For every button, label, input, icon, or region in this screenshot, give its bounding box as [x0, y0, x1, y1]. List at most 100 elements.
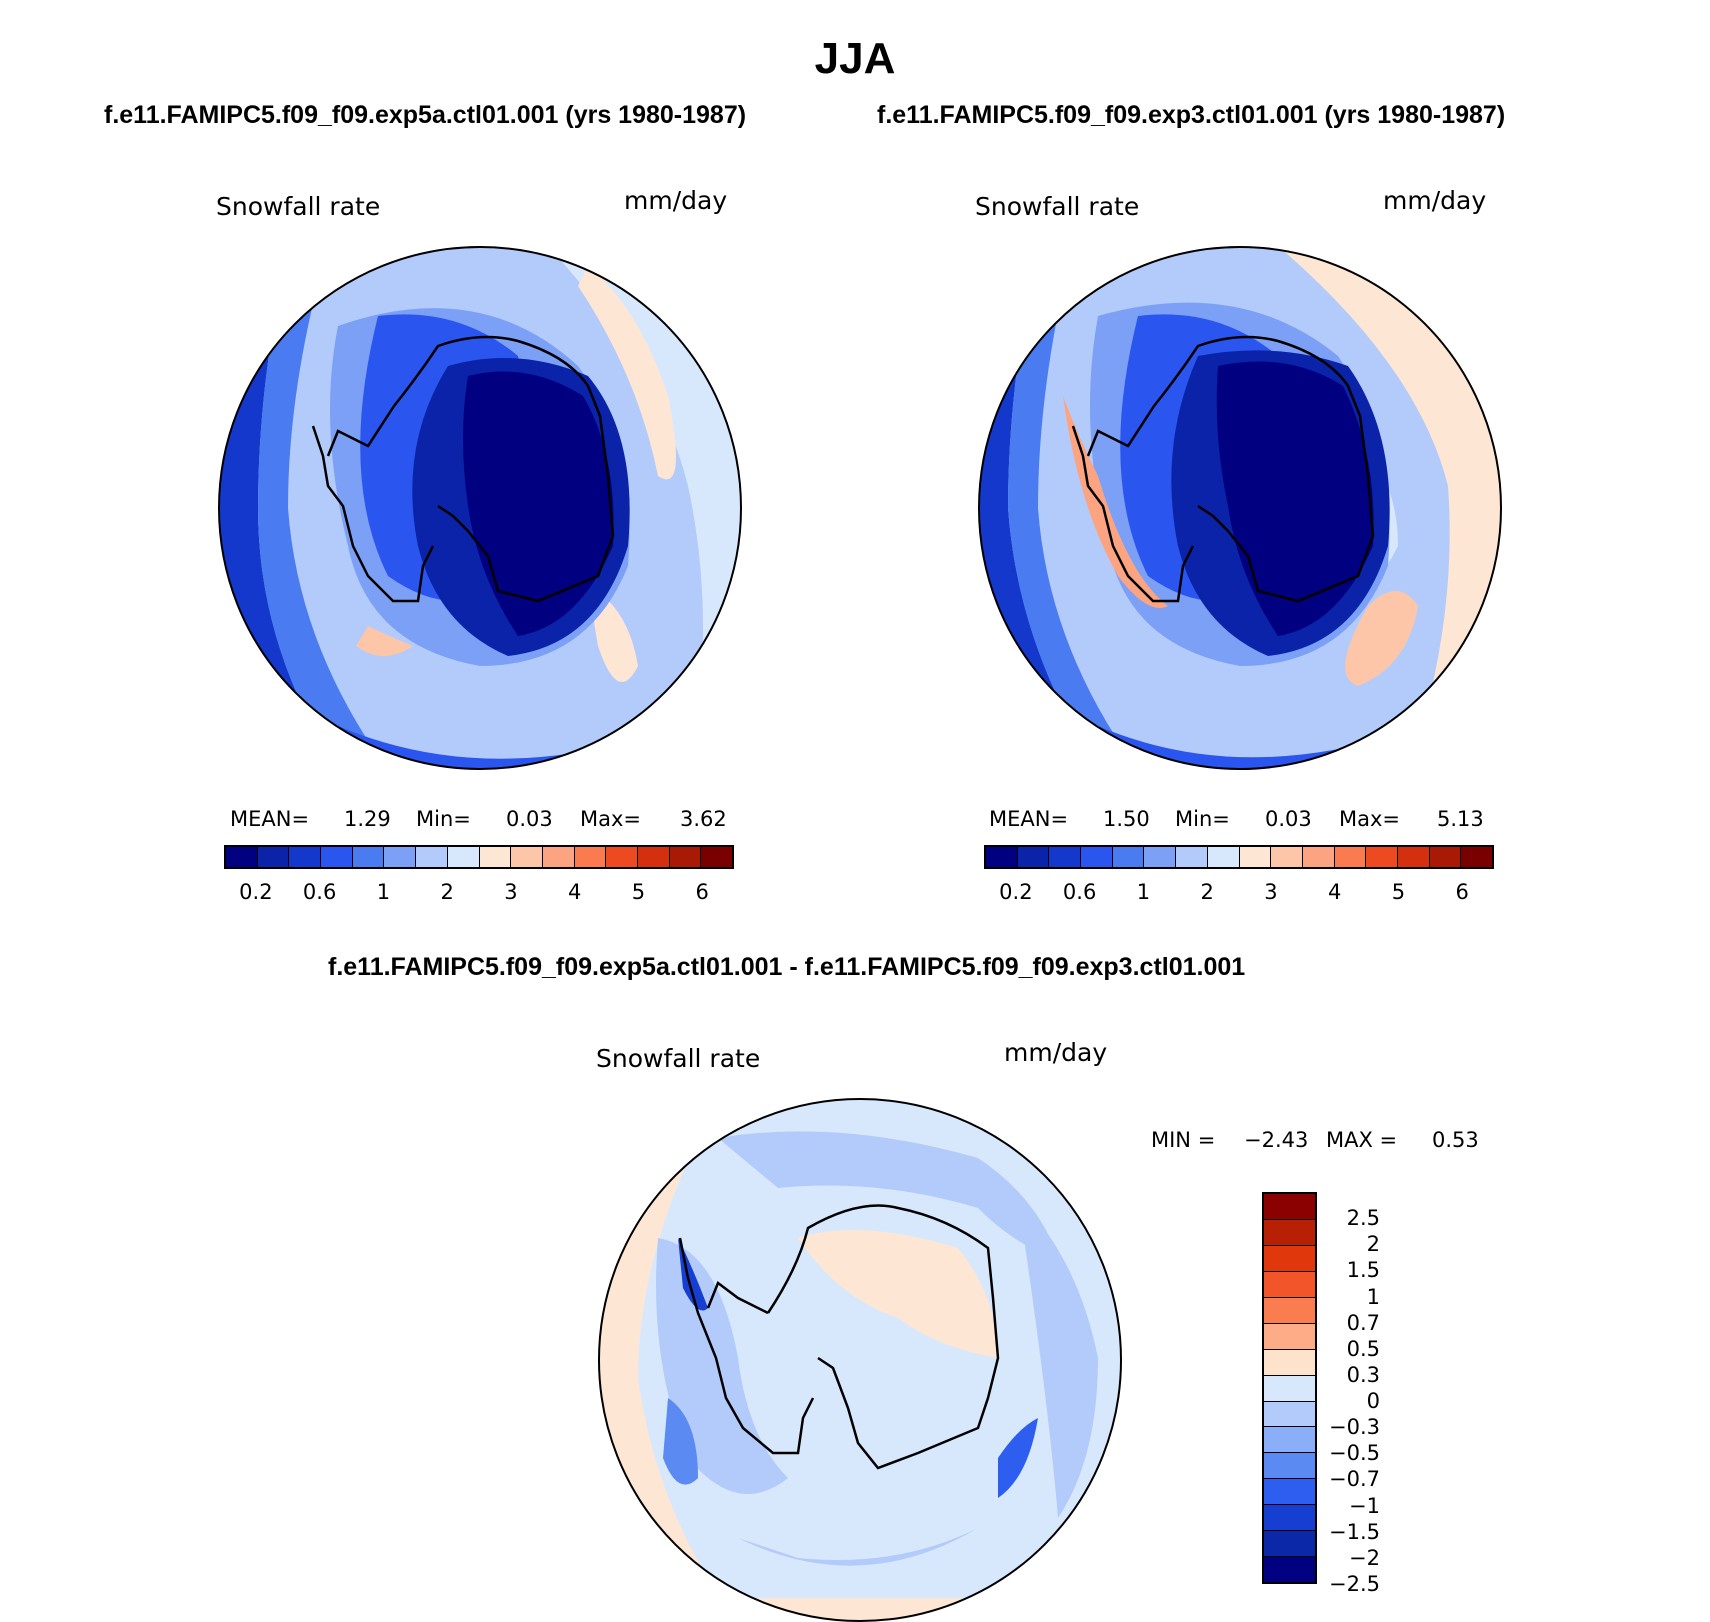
colorbar-swatch [352, 847, 385, 867]
colorbar-swatch [1264, 1505, 1315, 1532]
diff-polar-map [598, 1098, 1122, 1622]
colorbar-tick-label: 0.6 [1062, 880, 1097, 904]
right-case-header: f.e11.FAMIPC5.f09_f09.exp3.ctl01.001 (yr… [877, 101, 1506, 129]
colorbar-swatch [1429, 847, 1462, 867]
colorbar-swatch [637, 847, 670, 867]
colorbar-swatch [1264, 1531, 1315, 1558]
colorbar-tick-label: 4 [567, 880, 582, 904]
colorbar-swatch [669, 847, 702, 867]
colorbar-swatch [1264, 1194, 1315, 1220]
colorbar-tick-label: 2.5 [1346, 1206, 1380, 1231]
colorbar-tick-label: 2 [440, 880, 454, 904]
left-max-value: 3.62 [680, 807, 727, 831]
right-mean-value: 1.50 [1103, 807, 1150, 831]
colorbar-swatch [321, 847, 353, 867]
colorbar-tick-label: 3 [504, 880, 518, 904]
left-min-value: 0.03 [506, 807, 553, 831]
colorbar-tick-label: 0.7 [1346, 1310, 1380, 1335]
colorbar-swatch [1264, 1453, 1315, 1480]
colorbar-swatch [1264, 1271, 1315, 1298]
colorbar-tick-label: −0.7 [1329, 1467, 1380, 1492]
colorbar-tick-label: 3 [1264, 880, 1278, 904]
colorbar-tick-label: −0.5 [1329, 1441, 1380, 1466]
colorbar-swatch [1264, 1323, 1315, 1350]
left-variable-label: Snowfall rate [216, 192, 381, 221]
left-max-label: Max= [580, 807, 642, 831]
colorbar-tick-label: 4 [1327, 880, 1342, 904]
colorbar-swatch [1081, 847, 1113, 867]
left-polar-map [218, 246, 742, 770]
colorbar-tick-label: −1 [1349, 1493, 1380, 1518]
colorbar-swatch [257, 847, 290, 867]
diff-max-value: 0.53 [1432, 1128, 1479, 1152]
colorbar-tick-label: 6 [1455, 880, 1469, 904]
colorbar-swatch [1264, 1479, 1315, 1506]
colorbar-tick-label: 0.6 [302, 880, 337, 904]
colorbar-swatch [1049, 847, 1082, 867]
left-case-header: f.e11.FAMIPC5.f09_f09.exp5a.ctl01.001 (y… [104, 101, 747, 129]
colorbar-tick-label: −2.5 [1329, 1572, 1380, 1596]
colorbar-tick-label: −1.5 [1329, 1519, 1380, 1544]
colorbar-tick-label: 0.5 [1346, 1336, 1380, 1361]
diff-max-label: MAX = [1326, 1128, 1398, 1152]
colorbar-tick-label: 0.3 [1346, 1362, 1380, 1387]
right-units-label: mm/day [1383, 186, 1487, 215]
colorbar-swatch [226, 847, 258, 867]
diff-colorbar-ticks: 2.5 2 1.5 1 0.7 0.5 0.3 0 −0.3 −0.5 −0.7 −1 −1.5 −2 −2… [1322, 1192, 1380, 1596]
colorbar-swatch [1264, 1401, 1315, 1428]
left-colorbar [224, 845, 734, 869]
diff-variable-label: Snowfall rate [596, 1044, 761, 1073]
colorbar-swatch [574, 847, 607, 867]
colorbar-swatch [1264, 1427, 1315, 1454]
colorbar-swatch [384, 847, 417, 867]
colorbar-tick-label: 1 [376, 880, 391, 904]
colorbar-swatch [1271, 847, 1303, 867]
colorbar-swatch [1366, 847, 1398, 867]
diff-min-value: −2.43 [1244, 1128, 1309, 1152]
right-min-label: Min= [1175, 807, 1230, 831]
colorbar-swatch [1176, 847, 1208, 867]
colorbar-tick-label: −2 [1349, 1545, 1380, 1570]
diff-min-label: MIN = [1151, 1128, 1216, 1152]
colorbar-swatch [289, 847, 322, 867]
colorbar-swatch [1397, 847, 1430, 867]
colorbar-tick-label: 0.2 [999, 880, 1033, 904]
colorbar-swatch [1144, 847, 1177, 867]
colorbar-tick-label: −0.3 [1329, 1415, 1380, 1440]
right-max-label: Max= [1339, 807, 1401, 831]
diff-units-label: mm/day [1004, 1038, 1108, 1067]
colorbar-swatch [447, 847, 480, 867]
colorbar-swatch [1302, 847, 1335, 867]
colorbar-swatch [542, 847, 575, 867]
colorbar-tick-label: 0.2 [239, 880, 273, 904]
diff-header: f.e11.FAMIPC5.f09_f09.exp5a.ctl01.001 - … [328, 953, 1246, 981]
colorbar-tick-label: 5 [631, 880, 646, 904]
colorbar-tick-label: 1.5 [1346, 1258, 1380, 1283]
right-max-value: 5.13 [1437, 807, 1484, 831]
right-colorbar-ticks: 0.2 0.6 1 2 3 4 5 6 [984, 880, 1494, 906]
colorbar-swatch [1017, 847, 1050, 867]
colorbar-tick-label: 1 [1136, 880, 1151, 904]
colorbar-swatch [1264, 1297, 1315, 1324]
colorbar-swatch [1461, 847, 1492, 867]
colorbar-tick-label: 1 [1366, 1284, 1380, 1309]
colorbar-tick-label: 2 [1200, 880, 1214, 904]
right-variable-label: Snowfall rate [975, 192, 1140, 221]
colorbar-swatch [986, 847, 1018, 867]
colorbar-swatch [701, 847, 732, 867]
right-polar-map [978, 246, 1502, 770]
colorbar-swatch [1207, 847, 1240, 867]
left-mean-label: MEAN= [230, 807, 310, 831]
colorbar-tick-label: 6 [695, 880, 709, 904]
colorbar-tick-label: 0 [1366, 1389, 1380, 1414]
colorbar-swatch [606, 847, 638, 867]
colorbar-swatch [479, 847, 512, 867]
colorbar-swatch [1264, 1245, 1315, 1272]
left-min-label: Min= [416, 807, 471, 831]
colorbar-tick-label: 2 [1366, 1232, 1380, 1257]
left-mean-value: 1.29 [344, 807, 391, 831]
colorbar-swatch [1264, 1349, 1315, 1376]
right-mean-label: MEAN= [989, 807, 1069, 831]
left-colorbar-ticks: 0.2 0.6 1 2 3 4 5 6 [224, 880, 734, 906]
colorbar-swatch [1239, 847, 1272, 867]
